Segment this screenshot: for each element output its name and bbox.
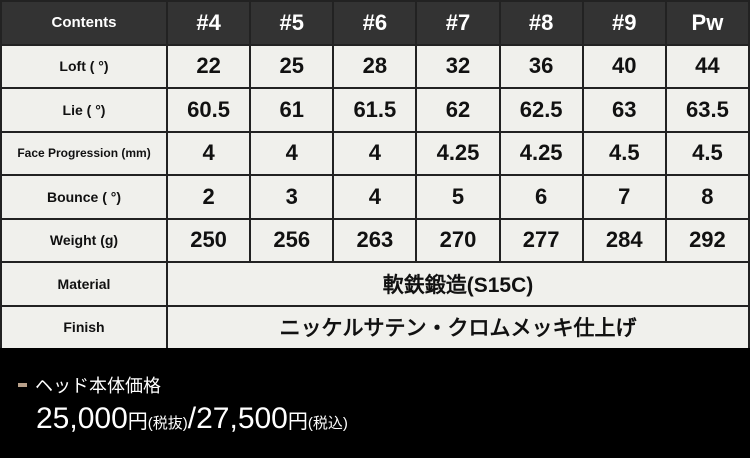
spec-value: 4 <box>332 174 418 220</box>
spec-value: 5 <box>415 174 501 220</box>
header-club: #8 <box>498 0 584 46</box>
spec-value: 4 <box>332 130 418 176</box>
spec-value: 32 <box>415 43 501 89</box>
spec-value: 6 <box>498 174 584 220</box>
spec-value: 4 <box>249 130 335 176</box>
spec-value: 61 <box>249 87 335 133</box>
header-club: #5 <box>249 0 335 46</box>
price-title: ヘッド本体価格 <box>18 372 161 398</box>
row-label: Weight (g) <box>0 217 168 263</box>
spec-value: 4.5 <box>664 130 750 176</box>
finish-value: ニッケルサテン・クロムメッキ仕上げ <box>166 304 750 350</box>
dash-icon <box>18 383 27 387</box>
spec-value: 63 <box>581 87 667 133</box>
finish-row: Finish ニッケルサテン・クロムメッキ仕上げ <box>0 304 750 350</box>
spec-value: 263 <box>332 217 418 263</box>
header-club: #6 <box>332 0 418 46</box>
yen-unit: 円 <box>287 411 308 433</box>
price-line: 25,000円(税抜)/27,500円(税込) <box>36 402 348 436</box>
spec-value: 7 <box>581 174 667 220</box>
spec-value: 28 <box>332 43 418 89</box>
spec-value: 277 <box>498 217 584 263</box>
excl-note: (税抜) <box>147 415 188 432</box>
header-club: #9 <box>581 0 667 46</box>
incl-note: (税込) <box>307 415 348 432</box>
spec-row: Bounce ( °) 2 3 4 5 6 7 8 <box>0 174 750 220</box>
header-club: #7 <box>415 0 501 46</box>
spec-value: 3 <box>249 174 335 220</box>
material-value: 軟鉄鍛造(S15C) <box>166 261 750 307</box>
separator: / <box>187 402 197 435</box>
spec-value: 62 <box>415 87 501 133</box>
spec-value: 63.5 <box>664 87 750 133</box>
spec-value: 62.5 <box>498 87 584 133</box>
spec-value: 2 <box>165 174 252 220</box>
spec-value: 284 <box>581 217 667 263</box>
price-footer: ヘッド本体価格 25,000円(税抜)/27,500円(税込) <box>0 348 750 458</box>
spec-row: Weight (g) 250 256 263 270 277 284 292 <box>0 217 750 263</box>
spec-value: 8 <box>664 174 750 220</box>
price-excl: 25,000 <box>36 402 128 435</box>
spec-value: 4.5 <box>581 130 667 176</box>
spec-value: 256 <box>249 217 335 263</box>
header-contents: Contents <box>0 0 168 46</box>
spec-value: 292 <box>664 217 750 263</box>
spec-value: 22 <box>165 43 252 89</box>
spec-value: 36 <box>498 43 584 89</box>
spec-value: 60.5 <box>165 87 252 133</box>
spec-value: 4.25 <box>498 130 584 176</box>
material-row: Material 軟鉄鍛造(S15C) <box>0 261 750 307</box>
row-label: Finish <box>0 304 168 350</box>
row-label: Face Progression (mm) <box>0 130 168 176</box>
header-club: Pw <box>664 0 750 46</box>
spec-value: 270 <box>415 217 501 263</box>
spec-value: 61.5 <box>332 87 418 133</box>
price-title-text: ヘッド本体価格 <box>35 376 161 396</box>
header-row: Contents #4 #5 #6 #7 #8 #9 Pw <box>0 0 750 46</box>
row-label: Material <box>0 261 168 307</box>
spec-value: 4 <box>165 130 252 176</box>
spec-row: Loft ( °) 22 25 28 32 36 40 44 <box>0 43 750 89</box>
spec-table: Contents #4 #5 #6 #7 #8 #9 Pw Loft ( °) 2… <box>0 0 750 350</box>
spec-value: 40 <box>581 43 667 89</box>
price-incl: 27,500 <box>196 402 288 435</box>
spec-row: Face Progression (mm) 4 4 4 4.25 4.25 4.5 4.5 <box>0 130 750 176</box>
spec-value: 44 <box>664 43 750 89</box>
row-label: Loft ( °) <box>0 43 168 89</box>
header-club: #4 <box>165 0 252 46</box>
yen-unit: 円 <box>127 411 148 433</box>
spec-value: 4.25 <box>415 130 501 176</box>
row-label: Lie ( °) <box>0 87 168 133</box>
spec-row: Lie ( °) 60.5 61 61.5 62 62.5 63 63.5 <box>0 87 750 133</box>
spec-value: 250 <box>165 217 252 263</box>
spec-value: 25 <box>249 43 335 89</box>
row-label: Bounce ( °) <box>0 174 168 220</box>
